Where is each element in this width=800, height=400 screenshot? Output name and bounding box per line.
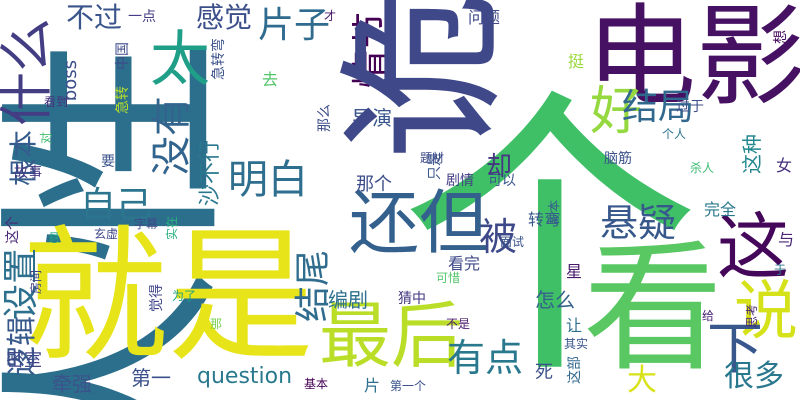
word-rang: 让 xyxy=(566,316,583,335)
word-juede: 觉得 xyxy=(149,284,165,312)
word-daoyan: 导演 xyxy=(352,106,392,130)
word-zhe: 这 xyxy=(717,205,790,289)
word-zhege: 这个 xyxy=(5,216,21,244)
word-shizai: 实在 xyxy=(165,216,179,241)
word-zhongguo: 中国 xyxy=(115,42,131,70)
word-yao: 要 xyxy=(101,154,115,170)
word-kandao: 看到 xyxy=(44,95,69,109)
word-weile: 为了 xyxy=(172,289,197,303)
word-sharen: 杀人 xyxy=(690,161,715,175)
word-keyi: 可以 xyxy=(488,173,516,189)
word-xing: 星 xyxy=(566,262,583,281)
word-ticai: 题材 xyxy=(420,151,445,165)
word-pian: 片 xyxy=(364,376,381,395)
word-tai: 太 xyxy=(150,25,210,95)
word-si: 死 xyxy=(535,362,553,383)
word-dianying: 电影 xyxy=(586,0,800,121)
word-bianju: 编剧 xyxy=(328,288,368,312)
word-question: question xyxy=(197,364,293,389)
word-diyi: 第一 xyxy=(131,366,171,390)
word-caizhong: 猜中 xyxy=(398,291,426,307)
word-fangjian: 房间 xyxy=(29,270,43,295)
word-ganjue: 感觉 xyxy=(196,1,253,34)
word-da: 大 xyxy=(627,363,657,398)
word-zuihou: 最后 xyxy=(319,294,464,378)
word-guoyu: 过于 xyxy=(676,99,704,115)
word-zhebu: 这部 xyxy=(567,356,583,384)
word-fuben: 副本 xyxy=(547,200,561,225)
word-shenme: 什么 xyxy=(0,18,58,126)
word-na: 那 xyxy=(210,317,223,331)
word-kan: 看 xyxy=(583,228,724,391)
word-hao: 好 xyxy=(590,82,643,142)
word-mingbai: 明白 xyxy=(228,157,308,203)
word-shabuxing: 沙不行 xyxy=(198,140,223,207)
word-mianshi: 面试 xyxy=(500,235,525,249)
word-xuanyi: 悬疑 xyxy=(600,201,677,245)
word-jiushi: 就是 xyxy=(22,212,314,382)
word-jizhuanwan: 急转弯 xyxy=(211,38,227,80)
word-henduo: 很多 xyxy=(724,359,784,394)
word-gui: 诡 xyxy=(326,0,524,161)
word-bushi: 不是 xyxy=(446,317,471,331)
word-ziji: 自己 xyxy=(80,185,153,226)
word-mishi: 密室 xyxy=(6,350,42,371)
word-gushi: 故事 xyxy=(14,165,42,181)
word-wenti: 问题 xyxy=(468,8,501,27)
word-zhezhong: 这种 xyxy=(740,134,764,174)
word-naojin: 脑筋 xyxy=(604,151,632,167)
word-meiyou: 没有 xyxy=(149,96,195,176)
word-qishi: 其实 xyxy=(564,337,589,351)
word-jiben: 基本 xyxy=(304,377,329,391)
word-bei: 被 xyxy=(479,215,518,259)
word-xia: 下 xyxy=(707,317,763,382)
word-haidan: 还但 xyxy=(349,182,489,264)
word-juqing: 剧情 xyxy=(446,173,474,189)
word-sikao: 思考 xyxy=(745,304,759,329)
word-nage: 那个 xyxy=(356,174,392,195)
word-ge: 个 xyxy=(400,65,700,400)
word-que: 却 xyxy=(486,152,513,182)
word-yidian: 一点 xyxy=(128,9,156,25)
word-yu: 与 xyxy=(778,230,795,249)
word-xuan: 悬 xyxy=(48,231,61,245)
word-geren: 个人 xyxy=(662,127,687,141)
word-jieju: 结局 xyxy=(622,87,695,128)
word-qu: 去 xyxy=(262,70,279,89)
word-youdian: 有点 xyxy=(447,336,524,380)
word-shuo: 说 xyxy=(734,275,798,349)
word-kanwan: 看完 xyxy=(448,254,481,273)
word-kexi: 可惜 xyxy=(436,271,461,285)
word-zimu: 字幕 xyxy=(134,217,159,231)
word-dui: 对 xyxy=(39,132,53,145)
word-zenme: 怎么 xyxy=(535,288,575,312)
word-xiang: 想 xyxy=(773,30,789,44)
word-pianzi: 片子 xyxy=(258,5,331,46)
word-buguo: 不过 xyxy=(66,1,123,34)
word-nv: 女 xyxy=(776,156,793,175)
word-cai: 才 xyxy=(324,9,337,23)
word-yu2: 于 xyxy=(774,263,787,277)
word-zhuanwan: 转弯 xyxy=(528,210,561,229)
word-jiewei: 结尾 xyxy=(293,250,334,323)
word-qianqiang: 牵强 xyxy=(52,372,92,396)
word-wanquan: 完全 xyxy=(704,200,737,219)
word-jizhuan: 急转 xyxy=(115,86,131,114)
word-ting: 挺 xyxy=(568,52,585,71)
word-diyige: 第一个 xyxy=(390,379,427,393)
word-xuanxu: 玄虚 xyxy=(94,227,119,241)
word-gei: 给 xyxy=(702,309,715,323)
